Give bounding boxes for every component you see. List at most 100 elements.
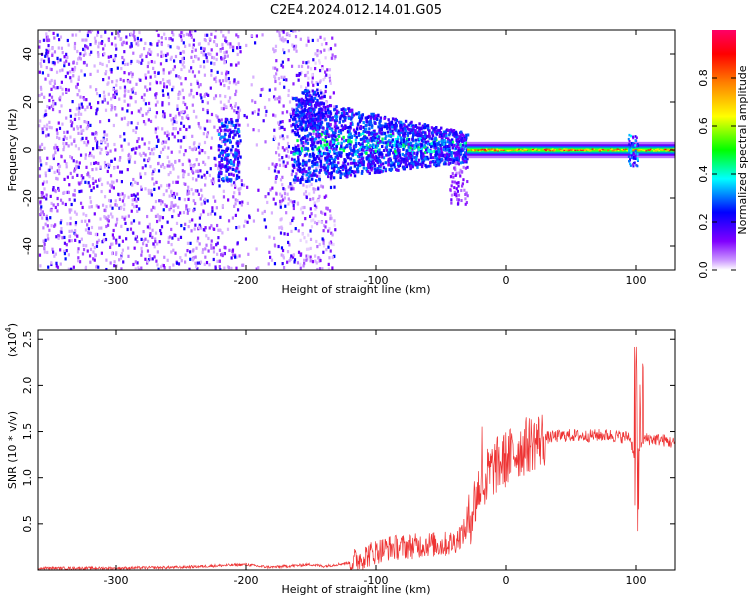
heatmap-cell [316, 112, 319, 116]
snr-y-tick-label: 1.0 [21, 469, 34, 487]
heatmap-cell [371, 124, 374, 128]
heatmap-cell [140, 187, 143, 191]
heatmap-cell [379, 139, 382, 143]
heatmap-cell [407, 137, 411, 141]
heatmap-cell [327, 133, 330, 137]
heatmap-cell [560, 149, 563, 152]
heatmap-cell [286, 149, 290, 153]
heatmap-cell [632, 135, 635, 139]
heatmap-cell [98, 94, 101, 98]
heatmap-cell [110, 42, 114, 46]
heatmap-cell [304, 97, 307, 102]
heatmap-cell [176, 131, 180, 135]
heatmap-cell [113, 95, 117, 100]
heatmap-cell [263, 209, 266, 214]
heatmap-cell [293, 115, 296, 119]
heatmap-cell [584, 149, 587, 151]
heatmap-cell [161, 110, 165, 114]
heatmap-cell [76, 93, 79, 97]
heatmap-cell [60, 219, 63, 223]
heatmap-cell [324, 129, 328, 133]
heatmap-cell [39, 85, 43, 89]
heatmap-cell [288, 259, 291, 263]
heatmap-cell [311, 38, 314, 43]
heatmap-cell [143, 93, 146, 97]
heatmap-cell [563, 148, 566, 150]
heatmap-cell [227, 120, 231, 124]
heatmap-cell [370, 125, 374, 129]
heatmap-cell [429, 156, 433, 160]
heatmap-cell [60, 230, 63, 234]
heatmap-cell [216, 128, 219, 133]
heatmap-cell [182, 135, 185, 140]
heatmap-cell [122, 260, 125, 264]
heatmap-cell [392, 163, 395, 167]
heatmap-cell [42, 38, 46, 42]
heatmap-cell [357, 122, 360, 126]
heatmap-cell [84, 153, 87, 157]
heatmap-cell [180, 223, 183, 228]
heatmap-cell [182, 96, 185, 100]
heatmap-cell [55, 235, 58, 239]
heatmap-cell [73, 46, 76, 51]
heatmap-cell [622, 149, 625, 151]
heatmap-cell [191, 169, 194, 173]
heatmap-cell [294, 30, 297, 33]
heatmap-cell [185, 106, 188, 110]
heatmap-cell [278, 126, 281, 130]
heatmap-cell [360, 160, 363, 164]
heatmap-cell [157, 39, 160, 43]
heatmap-cell [327, 229, 330, 233]
heatmap-cell [92, 257, 95, 261]
heatmap-cell [287, 240, 290, 245]
heatmap-cell [75, 61, 79, 65]
heatmap-cell [335, 111, 339, 115]
heatmap-cell [189, 166, 193, 171]
heatmap-cell [358, 120, 362, 124]
heatmap-cell [225, 147, 228, 151]
heatmap-cell [210, 32, 213, 36]
heatmap-cell [389, 148, 393, 152]
heatmap-cell [316, 130, 319, 134]
heatmap-cell [356, 154, 360, 158]
heatmap-cell [107, 118, 111, 123]
heatmap-cell [231, 248, 235, 252]
heatmap-cell [443, 132, 447, 136]
heatmap-cell [54, 86, 57, 90]
heatmap-cell [397, 132, 400, 136]
heatmap-cell [658, 150, 661, 152]
heatmap-cell [453, 131, 456, 135]
heatmap-cell [315, 134, 318, 138]
heatmap-cell [312, 121, 315, 125]
heatmap-cell [332, 140, 335, 144]
heatmap-cell [294, 150, 298, 154]
heatmap-cell [61, 122, 64, 126]
heatmap-cell [218, 79, 221, 83]
heatmap-cell [313, 201, 316, 205]
heatmap-cell [384, 137, 387, 141]
heatmap-cell [170, 55, 173, 59]
heatmap-cell [115, 83, 118, 87]
heatmap-cell [304, 190, 308, 194]
heatmap-cell [600, 149, 603, 151]
heatmap-cell [176, 180, 179, 184]
heatmap-cell [384, 167, 387, 171]
heatmap-cell [228, 132, 232, 136]
heatmap-cell [66, 222, 69, 226]
heatmap-cell [107, 55, 110, 59]
heatmap-cell [234, 148, 238, 152]
heatmap-cell [146, 214, 149, 219]
heatmap-cell [329, 217, 332, 221]
heatmap-cell [190, 229, 193, 233]
heatmap-cell [288, 33, 291, 38]
heatmap-cell [332, 91, 335, 95]
heatmap-cell [381, 162, 385, 166]
heatmap-cell [323, 163, 326, 167]
heatmap-cell [302, 144, 305, 148]
heatmap-cell [181, 88, 184, 92]
heatmap-cell [444, 147, 447, 151]
heatmap-cell [330, 171, 333, 175]
heatmap-cell [228, 172, 231, 176]
heatmap-cell [401, 129, 404, 133]
heatmap-cell [83, 140, 86, 145]
